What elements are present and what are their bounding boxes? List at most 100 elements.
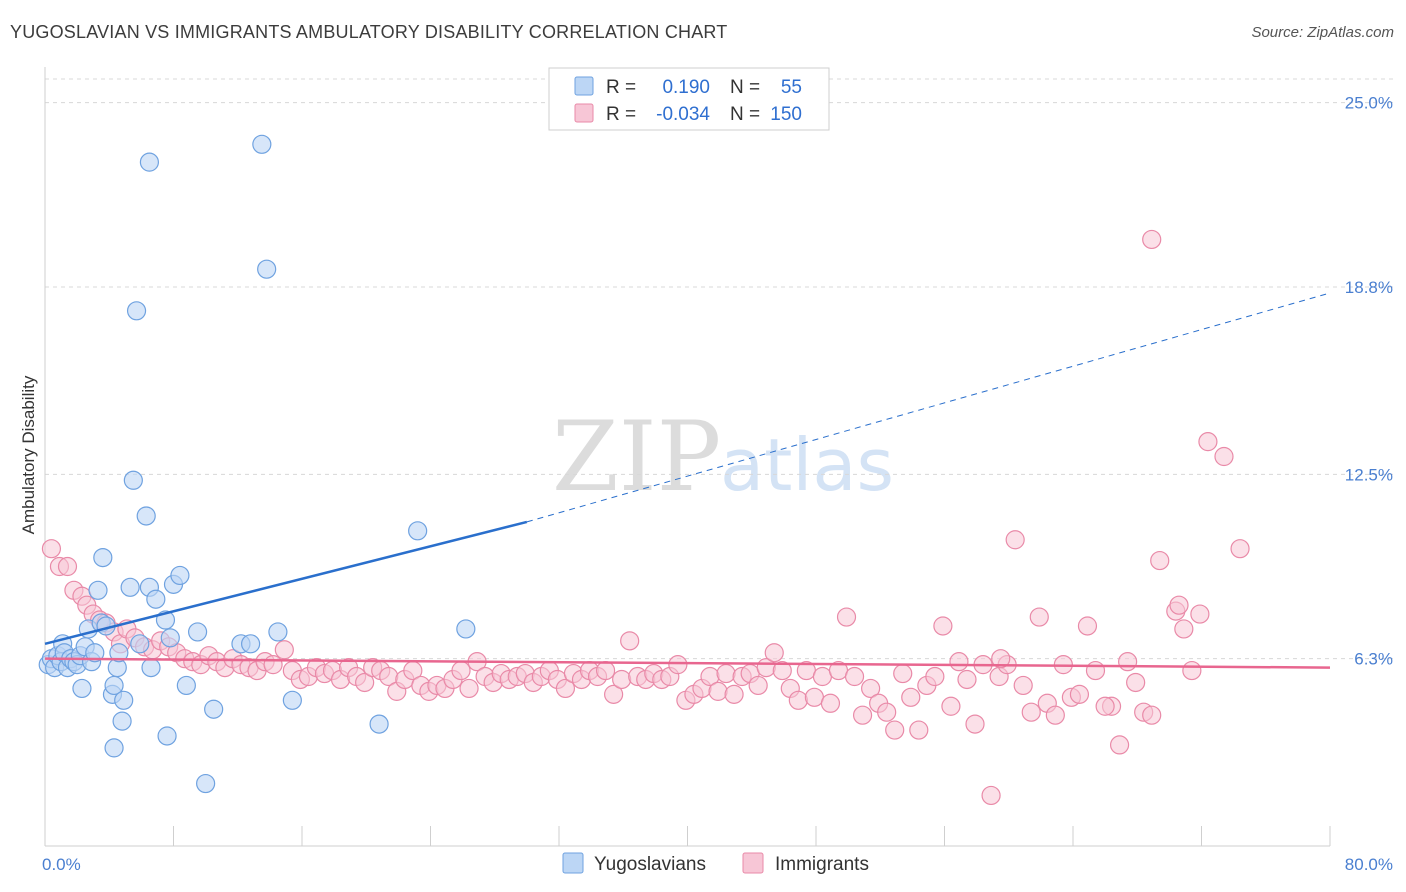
yugoslavians-point: [176, 675, 196, 696]
legend-r-value-1: 0.190: [662, 77, 710, 98]
immigrants-point: [772, 660, 792, 681]
yugoslavians-point: [187, 622, 208, 642]
yugoslavians-point: [369, 714, 389, 734]
immigrants-point: [1190, 604, 1210, 624]
yugoslavians-point: [170, 565, 190, 586]
yugoslavians-point: [257, 259, 277, 279]
immigrants-point: [836, 607, 857, 627]
yugoslavians-point: [88, 580, 108, 600]
immigrants-point: [1109, 735, 1130, 755]
legend-n-label-2: N =: [730, 104, 760, 125]
series-immigrants: [41, 229, 1250, 806]
immigrants-point: [893, 663, 913, 684]
immigrants-point: [1142, 229, 1162, 250]
immigrants-point: [724, 684, 744, 704]
yugoslavians-point: [123, 470, 143, 490]
immigrants-point: [1169, 595, 1189, 615]
legend-n-label-1: N =: [730, 77, 760, 98]
series-legend-swatch-immigrants: [742, 852, 764, 874]
axis-ticks: 6.3% 12.5% 18.8% 25.0% 0.0% 80.0%: [42, 94, 1393, 874]
x-tick-label-max: 80.0%: [1345, 855, 1393, 874]
immigrants-point: [459, 678, 479, 699]
yugoslavians-point: [72, 678, 92, 699]
immigrants-point: [1077, 616, 1098, 636]
yugoslavians-point: [252, 134, 272, 154]
immigrants-point: [1182, 660, 1202, 681]
legend-r-label-1: R =: [606, 77, 636, 98]
immigrants-point: [620, 631, 640, 651]
yugoslavians-point: [93, 547, 113, 568]
legend-r-label-2: R =: [606, 104, 636, 125]
yugoslavians-point: [130, 634, 150, 654]
immigrants-point: [668, 655, 688, 675]
immigrants-point: [716, 663, 736, 684]
immigrants-point: [1095, 696, 1115, 716]
immigrants-point: [263, 655, 283, 675]
immigrants-point: [1005, 530, 1025, 550]
immigrants-point: [1126, 672, 1146, 693]
yugoslavians-point: [114, 690, 134, 710]
immigrants-point: [901, 687, 921, 707]
immigrants-point: [991, 649, 1011, 669]
immigrants-point: [41, 539, 62, 559]
yugoslavians-point: [104, 738, 124, 758]
axes: [44, 67, 1331, 847]
immigrants-point: [941, 696, 961, 716]
yugoslavians-point: [109, 643, 129, 663]
immigrants-point: [1118, 652, 1138, 672]
yugoslavians-point: [136, 506, 156, 526]
immigrants-point: [604, 684, 624, 704]
yugoslavians-point: [196, 773, 216, 794]
series-yugoslavians: [38, 134, 476, 794]
immigrants-point: [1174, 619, 1194, 639]
series-legend-label-immigrants: Immigrants: [775, 854, 869, 875]
immigrants-point: [595, 660, 616, 681]
immigrants-point: [957, 669, 977, 690]
y-tick-label: 12.5%: [1345, 465, 1393, 484]
immigrants-point: [355, 672, 375, 693]
y-tick-label: 6.3%: [1354, 650, 1393, 669]
chart-title: YUGOSLAVIAN VS IMMIGRANTS AMBULATORY DIS…: [10, 22, 728, 42]
yugoslavians-point: [85, 643, 105, 663]
yugoslavians-point: [126, 301, 147, 321]
legend-swatch-yugoslavians: [574, 76, 594, 96]
immigrants-point: [1085, 660, 1106, 681]
correlation-legend: R = 0.190 N = 55 R = -0.034 N = 150: [548, 67, 830, 131]
immigrants-point: [1069, 684, 1090, 704]
immigrants-point: [885, 720, 905, 740]
immigrants-point: [1198, 432, 1218, 452]
trendlines: [44, 292, 1331, 669]
y-axis-label: Ambulatory Disability: [19, 375, 38, 534]
yugoslavians-point: [282, 690, 302, 710]
immigrants-point: [708, 681, 728, 701]
yugoslavians-point: [268, 622, 288, 642]
yugoslavians-point: [456, 619, 476, 639]
yugoslavians-point: [120, 577, 140, 597]
yugoslavians-point: [157, 726, 177, 746]
series-legend-label-yugoslavians: Yugoslavians: [594, 854, 706, 875]
y-tick-label: 25.0%: [1345, 94, 1393, 113]
immigrants-point: [1142, 705, 1162, 725]
immigrants-point: [1029, 607, 1049, 627]
immigrants-point: [949, 652, 969, 672]
immigrants-point: [844, 666, 865, 687]
legend-n-value-1: 55: [781, 77, 802, 98]
yugoslavians-point: [241, 634, 261, 654]
legend-box: [548, 67, 830, 131]
immigrants-point: [57, 556, 78, 577]
immigrants-point: [1214, 446, 1234, 467]
immigrants-point: [1045, 705, 1065, 725]
immigrants-point: [1013, 675, 1033, 696]
watermark-zip: ZIP: [552, 401, 721, 513]
immigrants-point: [877, 702, 897, 722]
immigrants-point: [451, 660, 471, 681]
immigrants-point: [804, 687, 824, 707]
immigrants-point: [274, 640, 294, 660]
yugoslavians-point: [141, 658, 161, 678]
series-legend-swatch-yugoslavians: [562, 852, 584, 874]
y-tick-label: 18.8%: [1345, 278, 1393, 297]
immigrants-point: [1021, 702, 1041, 722]
immigrants-trendline: [44, 657, 1331, 669]
immigrants-point: [812, 666, 833, 687]
